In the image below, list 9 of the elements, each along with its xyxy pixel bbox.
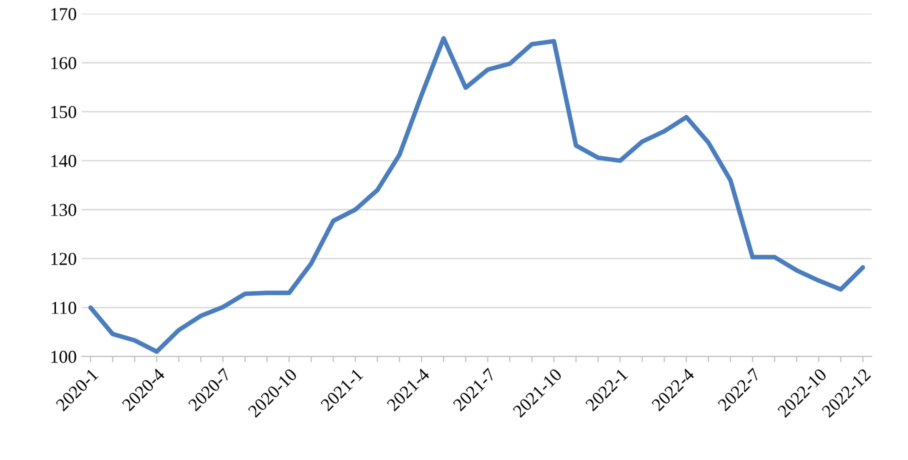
y-tick-label: 120 [51, 252, 76, 266]
y-tick-label: 130 [51, 204, 76, 216]
y-tick-label: 150 [51, 106, 76, 118]
y-tick-label: 170 [51, 8, 76, 20]
y-tick-label: 100 [51, 350, 76, 363]
y-tick-label: 140 [51, 154, 76, 168]
y-tick-label: 160 [51, 57, 76, 70]
line-series [88, 36, 866, 354]
y-tick-label: 110 [52, 302, 76, 314]
